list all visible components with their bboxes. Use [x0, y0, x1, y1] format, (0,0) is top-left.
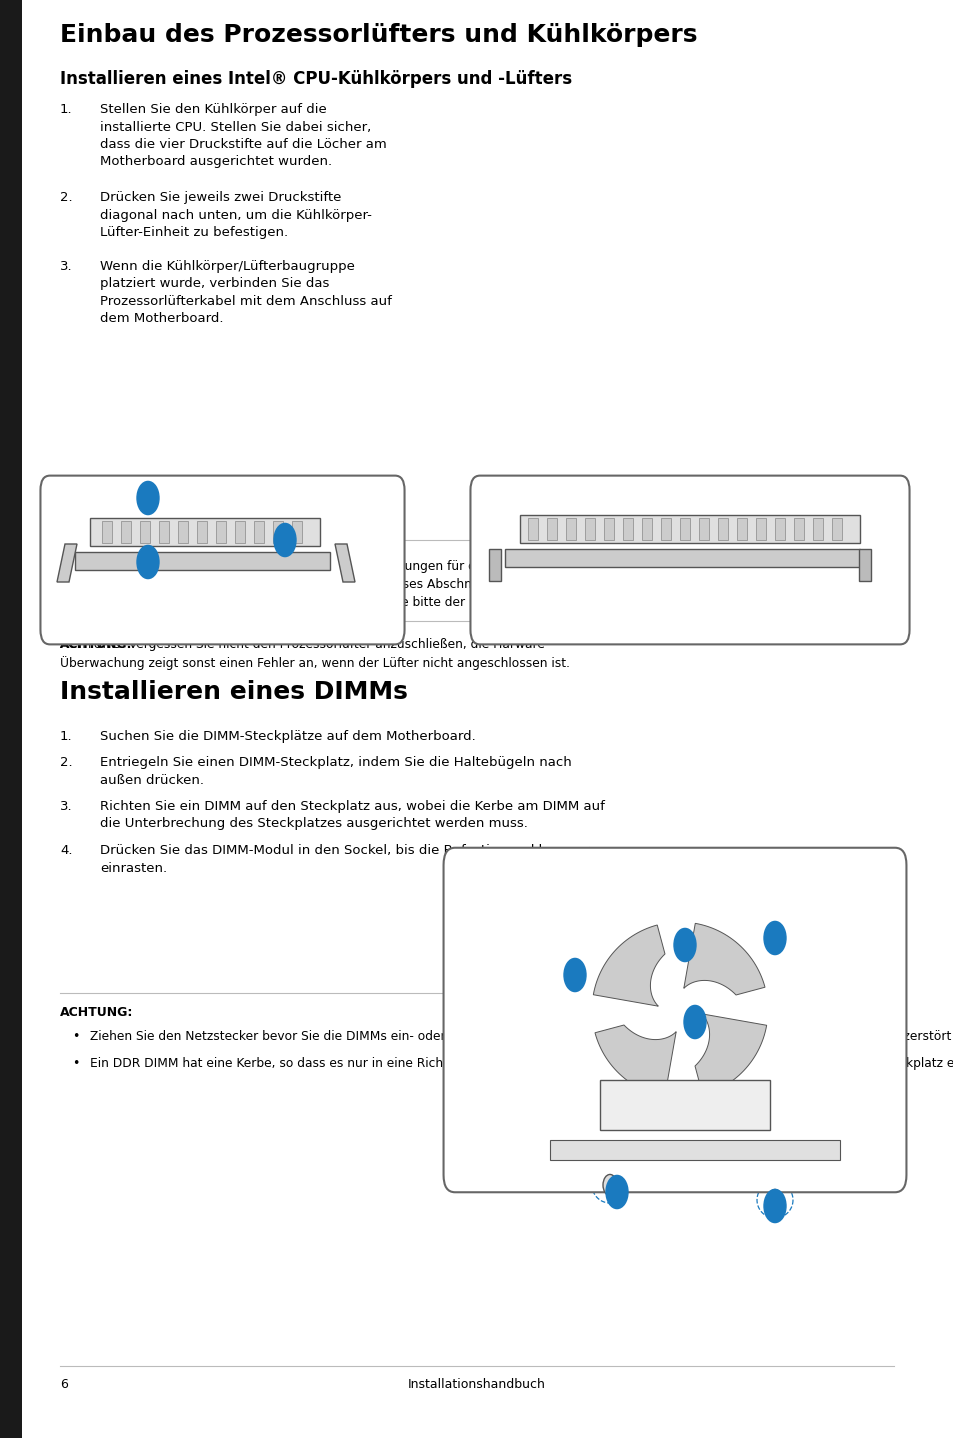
- Text: 6: 6: [60, 1378, 68, 1391]
- Text: 4: 4: [144, 493, 152, 503]
- Text: 1: 1: [771, 1201, 778, 1211]
- Text: 2.: 2.: [60, 756, 72, 769]
- Text: 3.: 3.: [60, 800, 72, 812]
- Text: •: •: [71, 1057, 79, 1070]
- Text: Ein DDR DIMM hat eine Kerbe, so dass es nur in eine Richtung passt. Stecken Sie : Ein DDR DIMM hat eine Kerbe, so dass es …: [90, 1057, 953, 1070]
- Text: A: A: [690, 1017, 699, 1027]
- Text: ACHTUNG: Vergessen Sie nicht den Prozessorlüfter anzuschließen, die Harware-
Übe: ACHTUNG: Vergessen Sie nicht den Prozess…: [60, 638, 569, 670]
- Text: A: A: [680, 940, 688, 951]
- Text: Einbau des Prozessorlüfters und Kühlkörpers: Einbau des Prozessorlüfters und Kühlkörp…: [60, 23, 697, 47]
- Text: Installationshandbuch: Installationshandbuch: [408, 1378, 545, 1391]
- Text: ACHTUNG:: ACHTUNG:: [60, 638, 132, 651]
- Text: Ziehen Sie den Netzstecker bevor Sie die DIMMs ein- oder ausbauen, sonst könnte : Ziehen Sie den Netzstecker bevor Sie die…: [90, 1030, 953, 1043]
- Text: 3.: 3.: [60, 260, 72, 273]
- Text: Wenn die Kühlkörper/Lüfterbaugruppe
platziert wurde, verbinden Sie das
Prozessor: Wenn die Kühlkörper/Lüfterbaugruppe plat…: [100, 260, 392, 325]
- Text: HINWEIS: In Ihrem CPU-Paket sollten Installationsanweisungen für die CPU-Kühlkör: HINWEIS: In Ihrem CPU-Paket sollten Inst…: [60, 559, 599, 610]
- Text: HINWEIS:: HINWEIS:: [60, 559, 125, 572]
- Text: 1.: 1.: [60, 104, 72, 116]
- Text: B: B: [571, 971, 578, 981]
- Text: Suchen Sie die DIMM-Steckplätze auf dem Motherboard.: Suchen Sie die DIMM-Steckplätze auf dem …: [100, 731, 476, 743]
- Text: 2.: 2.: [60, 191, 72, 204]
- Text: Entriegeln Sie einen DIMM-Steckplatz, indem Sie die Haltebügeln nach
außen drück: Entriegeln Sie einen DIMM-Steckplatz, in…: [100, 756, 571, 787]
- Text: Drücken Sie jeweils zwei Druckstifte
diagonal nach unten, um die Kühlkörper-
Lüf: Drücken Sie jeweils zwei Druckstifte dia…: [100, 191, 372, 239]
- Text: 4.: 4.: [60, 844, 72, 857]
- Text: 1: 1: [613, 1186, 620, 1196]
- Text: •: •: [71, 1030, 79, 1043]
- Text: Installieren eines DIMMs: Installieren eines DIMMs: [60, 680, 408, 705]
- Text: Richten Sie ein DIMM auf den Steckplatz aus, wobei die Kerbe am DIMM auf
die Unt: Richten Sie ein DIMM auf den Steckplatz …: [100, 800, 604, 831]
- Text: Installieren eines Intel® CPU-Kühlkörpers und -Lüfters: Installieren eines Intel® CPU-Kühlkörper…: [60, 70, 572, 88]
- Text: Deutsch: Deutsch: [6, 853, 16, 903]
- Text: B: B: [770, 933, 779, 943]
- Text: 1.: 1.: [60, 731, 72, 743]
- Text: 2: 2: [281, 535, 289, 545]
- Text: ACHTUNG:: ACHTUNG:: [60, 1007, 133, 1020]
- Text: 3: 3: [144, 557, 152, 567]
- Text: Drücken Sie das DIMM-Modul in den Sockel, bis die Befestigungsklammern
einrasten: Drücken Sie das DIMM-Modul in den Sockel…: [100, 844, 598, 874]
- Text: Stellen Sie den Kühlkörper auf die
installierte CPU. Stellen Sie dabei sicher,
d: Stellen Sie den Kühlkörper auf die insta…: [100, 104, 386, 168]
